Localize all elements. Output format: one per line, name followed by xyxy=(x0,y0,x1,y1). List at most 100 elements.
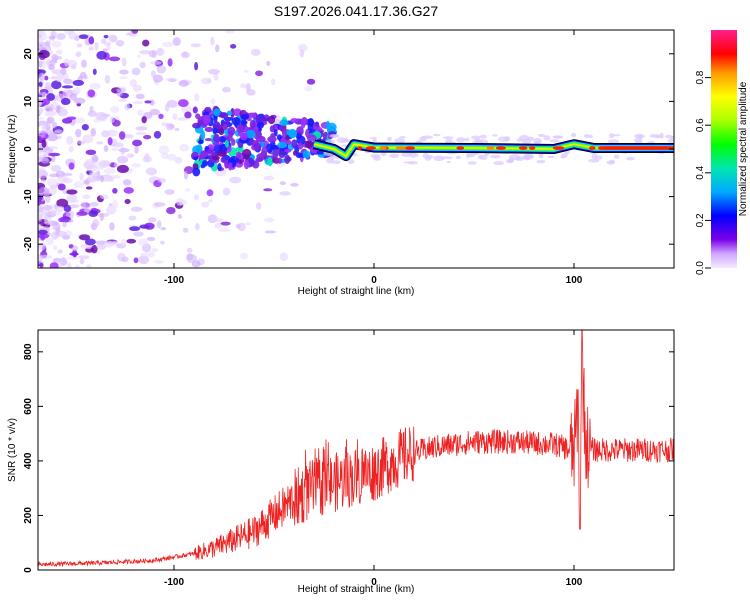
spectrogram-cell xyxy=(61,85,74,89)
spectrogram-cell xyxy=(68,162,75,170)
spectrogram-cell xyxy=(608,133,615,139)
spectrogram-cell xyxy=(326,157,334,164)
spectrogram-x-label: Height of straight line (km) xyxy=(298,286,415,297)
spectrogram-cell xyxy=(38,106,44,115)
spectrogram-cell xyxy=(43,189,50,198)
spectrogram-cell xyxy=(200,130,206,141)
spectrogram-cell xyxy=(156,47,165,56)
spectrogram-cell xyxy=(132,139,143,147)
spectrogram-cell xyxy=(394,138,406,144)
spectrogram-cell xyxy=(67,89,73,94)
spectrogram-cell xyxy=(227,126,236,136)
ridge-hotspot xyxy=(357,146,363,150)
spectrogram-cell xyxy=(290,118,299,123)
spectrogram-cell xyxy=(53,55,63,60)
spectrogram-cell xyxy=(172,113,178,120)
spectrogram-cell xyxy=(145,167,157,176)
spectrogram-cell xyxy=(595,155,603,160)
spectrogram-cell xyxy=(68,145,74,153)
spectrogram-cell xyxy=(116,155,129,164)
ridge-hotspot xyxy=(365,146,376,150)
spectrogram-cell xyxy=(50,165,62,172)
spectrogram-cell xyxy=(142,39,150,47)
spectrogram-cell xyxy=(297,142,304,150)
spectrogram-cell xyxy=(196,144,203,155)
spectrogram-cell xyxy=(78,234,91,241)
spectrogram-cell xyxy=(186,254,198,263)
spectrogram-cell xyxy=(98,112,108,122)
spectrogram-cell xyxy=(373,155,382,161)
spectrogram-cell xyxy=(50,30,58,37)
spectrogram-cell xyxy=(201,151,209,157)
spectrogram-cell xyxy=(109,175,121,179)
spectrogram-cell xyxy=(467,161,477,165)
spectrogram-cell xyxy=(111,147,120,152)
spectrogram-cell xyxy=(48,35,56,40)
spectrogram-cell xyxy=(226,134,233,142)
spectrogram-cell xyxy=(81,59,87,68)
spectrogram-cell xyxy=(125,32,135,36)
spectrogram-cell xyxy=(212,121,221,130)
spectrogram-cell xyxy=(211,155,220,161)
spectrogram-cell xyxy=(304,140,314,149)
spectrogram-cell xyxy=(442,136,454,140)
spectrogram-cell xyxy=(230,44,237,49)
spectrogram-cell xyxy=(282,128,287,139)
spectrogram-cell xyxy=(195,113,201,120)
spectrogram-cell xyxy=(73,97,86,105)
spectrogram-cell xyxy=(583,133,590,138)
spectrogram-x-tick-label: 0 xyxy=(371,275,377,286)
spectrogram-cell xyxy=(56,104,61,110)
spectrogram-cell xyxy=(68,219,74,223)
spectrogram-cell xyxy=(41,140,47,148)
spectrogram-cell xyxy=(141,243,152,253)
spectrogram-cell xyxy=(222,187,231,196)
spectrogram-cell xyxy=(347,159,355,164)
spectrogram-cell xyxy=(74,117,86,124)
spectrogram-cell xyxy=(634,133,645,139)
spectrogram-cell xyxy=(479,134,488,139)
spectrogram-cell xyxy=(152,74,164,83)
spectrogram-cell xyxy=(387,136,393,142)
spectrogram-cell xyxy=(79,172,84,182)
spectrogram-cell xyxy=(46,93,55,101)
spectrogram-y-tick-label: 10 xyxy=(23,95,34,107)
chart-title: S197.2026.041.17.36.G27 xyxy=(274,3,438,19)
spectrogram-cell xyxy=(295,152,302,159)
spectrogram-cell xyxy=(123,187,134,194)
spectrogram-cell xyxy=(267,115,276,125)
spectrogram-cell xyxy=(85,164,98,172)
spectrogram-cell xyxy=(295,133,302,140)
spectrogram-cell xyxy=(213,73,219,81)
spectrogram-cell xyxy=(279,191,292,196)
spectrogram-cell xyxy=(50,102,59,111)
spectrogram-cell xyxy=(456,137,466,143)
spectrogram-cell xyxy=(284,154,291,165)
spectrogram-cell xyxy=(69,93,77,101)
spectrogram-cell xyxy=(157,177,167,183)
spectrogram-cell xyxy=(433,155,445,162)
spectrogram-cell xyxy=(533,137,542,144)
spectrogram-cell xyxy=(45,237,54,246)
spectrogram-cell xyxy=(121,57,127,67)
spectrogram-cell xyxy=(38,198,42,206)
spectrogram-cell xyxy=(83,74,88,80)
spectrogram-cell xyxy=(325,120,331,130)
spectrogram-cell xyxy=(264,230,276,234)
spectrogram-cell xyxy=(329,133,339,138)
spectrogram-cell xyxy=(403,161,413,164)
spectrogram-cell xyxy=(94,42,99,51)
spectrogram-cell xyxy=(126,153,135,158)
spectrogram-cell xyxy=(38,34,43,39)
spectrogram-cell xyxy=(135,131,148,136)
spectrogram-cell xyxy=(87,110,97,117)
spectrogram-cell xyxy=(114,115,120,121)
spectrogram-cell xyxy=(104,240,114,248)
spectrogram-cell xyxy=(182,51,188,57)
spectrogram-cell xyxy=(445,138,453,143)
spectrogram-cell xyxy=(88,46,94,51)
spectrogram-cell xyxy=(559,155,566,159)
spectrogram-cell xyxy=(148,251,155,258)
snr-y-label: SNR (10 * v/v) xyxy=(7,418,18,482)
spectrogram-cell xyxy=(492,134,498,137)
